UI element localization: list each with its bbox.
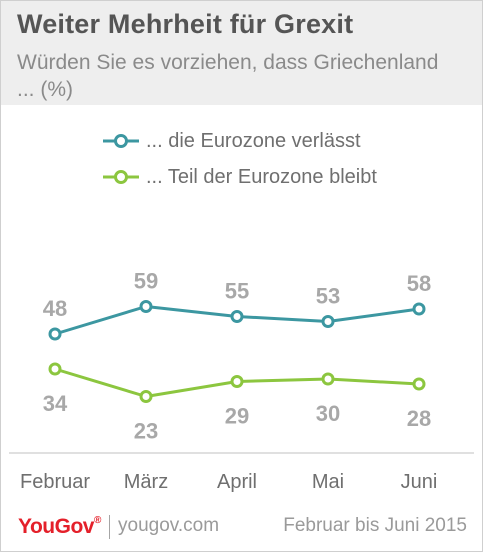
data-point bbox=[321, 315, 335, 328]
x-tick-label: Februar bbox=[20, 471, 90, 493]
data-point bbox=[412, 302, 426, 316]
chart-subtitle: Würden Sie es vorziehen, dass Griechenla… bbox=[17, 51, 439, 101]
line-chart: Februar März April Mai Juni 48 59 55 53 58 34 23 29 3… bbox=[9, 269, 474, 493]
x-tick-label: Juni bbox=[401, 471, 438, 493]
data-label: 58 bbox=[407, 271, 431, 296]
logo-text: YouGov bbox=[18, 515, 94, 538]
data-label: 30 bbox=[316, 401, 340, 426]
x-tick-label: Mai bbox=[312, 471, 344, 493]
yougov-logo: YouGov® bbox=[18, 515, 101, 539]
chart-header: Weiter Mehrheit für Grexit Würden Sie es… bbox=[1, 1, 482, 105]
data-point bbox=[139, 390, 153, 403]
data-point bbox=[321, 372, 335, 386]
chart-title: Weiter Mehrheit für Grexit bbox=[17, 9, 354, 39]
data-label: 34 bbox=[43, 391, 68, 416]
logo-mark-icon: ® bbox=[93, 515, 101, 526]
x-tick-label: April bbox=[217, 471, 257, 493]
data-point bbox=[230, 375, 244, 388]
period-label: Februar bis Juni 2015 bbox=[283, 515, 467, 536]
data-point bbox=[48, 327, 62, 341]
legend-label-stay: ... Teil der Eurozone bleibt bbox=[146, 166, 377, 188]
data-label: 55 bbox=[225, 279, 249, 304]
data-label: 59 bbox=[134, 269, 158, 294]
data-label: 29 bbox=[225, 404, 249, 429]
data-point bbox=[230, 310, 244, 323]
data-label: 23 bbox=[134, 419, 158, 444]
data-point bbox=[412, 377, 426, 391]
data-point bbox=[139, 300, 153, 313]
site-link[interactable]: yougov.com bbox=[118, 515, 220, 536]
chart-footer: YouGov® yougov.com Februar bis Juni 2015 bbox=[1, 507, 482, 551]
data-point bbox=[48, 362, 62, 376]
data-label: 28 bbox=[407, 406, 431, 431]
data-label: 48 bbox=[43, 296, 67, 321]
x-tick-label: März bbox=[124, 471, 168, 493]
legend-swatch-leave bbox=[103, 134, 139, 148]
data-label: 53 bbox=[316, 284, 340, 309]
footer-divider bbox=[109, 515, 110, 539]
legend-label-leave: ... die Eurozone verlässt bbox=[146, 130, 361, 152]
legend-swatch-stay bbox=[103, 170, 139, 184]
